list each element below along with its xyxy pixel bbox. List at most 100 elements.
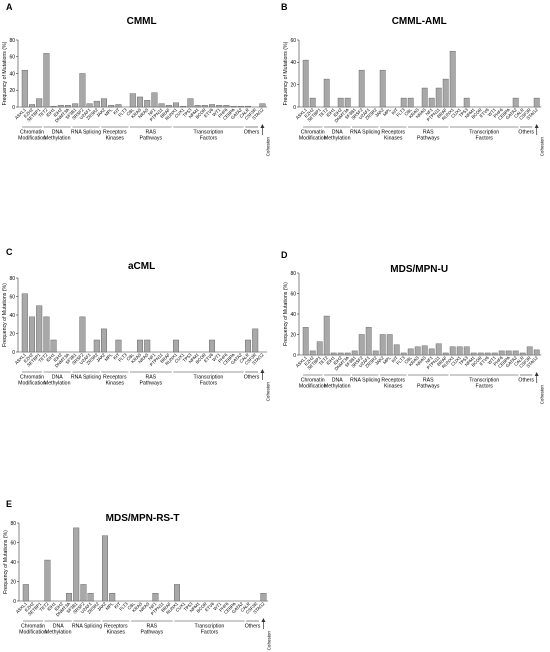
panel-a-title: CMML	[127, 16, 157, 27]
panel-b-cohesion-arrowhead	[534, 124, 539, 128]
panel-b-bar-srsf2	[358, 69, 365, 108]
panel-a-bar-calr	[244, 105, 251, 108]
panel-a-gene-label: MPL	[103, 107, 113, 117]
panel-b-bar-nf1	[428, 97, 435, 108]
panel-c-bar-srsf2	[79, 316, 86, 353]
panel-d-group-label: RNA Splicing	[350, 378, 380, 384]
panel-b-bar-cbl	[407, 97, 414, 108]
panel-c-gene-label: ETV6	[203, 352, 215, 364]
panel-c-bar-tet2	[43, 316, 50, 353]
panel-a-bar-idh1	[50, 105, 57, 108]
panel-b-gene-label: EZH2	[303, 107, 315, 119]
panel-d-bar-ezh2	[309, 350, 316, 356]
panel-c-bar-setbp1	[36, 305, 43, 353]
panel-c-gene-label: CALR	[238, 352, 250, 364]
panel-e-bar-mpl	[109, 592, 116, 602]
panel-d-bar-idh1	[330, 352, 337, 356]
panel-c-cohesion-arrowhead	[260, 369, 265, 373]
panel-b-bar-tp53	[463, 97, 470, 108]
panel-d-group-label: Transcription Factors	[469, 378, 499, 390]
panel-c-gene-label: PHF6	[217, 352, 229, 364]
panel-d-gene-label: KIT	[391, 355, 400, 364]
panel-c-gene-label: WT1	[211, 352, 221, 362]
panel-c-group-label: RNA Splicing	[71, 375, 101, 381]
panel-b-bar-braf	[442, 78, 449, 108]
panel-a-gene-label: ETV6	[203, 107, 215, 119]
panel-d-bar-runx1	[449, 346, 456, 356]
panel-b-group-label: RNA Splicing	[350, 130, 380, 136]
panel-d-group-label: RAS Pathways	[417, 378, 440, 390]
panel-e-gene-label: CALR	[239, 601, 251, 613]
panel-d-bar-cux1	[456, 346, 463, 356]
panel-d-gene-label: ETV6	[479, 355, 491, 367]
panel-c-bar-nras	[144, 339, 151, 353]
panel-b-letter: B	[281, 2, 288, 12]
panel-c-bar-ezh2	[29, 316, 36, 353]
chart-panel-e: E MDS/MPN-RS-T Frequency of Mutations (%) 0…	[3, 499, 271, 650]
panel-e-gene-label: TET2	[38, 601, 50, 613]
panel-b-y-tick-label: 20	[290, 82, 296, 88]
panel-d-gene-label: WT1	[487, 355, 497, 365]
panel-c-bar-asxl1	[21, 293, 28, 353]
panel-b-gene-label: CBL	[403, 107, 413, 117]
panel-a-bar-idh2	[57, 105, 64, 108]
panel-e-gene-label: CBL	[126, 601, 136, 611]
panel-d-bar-setbp1	[316, 341, 323, 356]
panel-d-bar-cebpa	[505, 350, 512, 356]
panel-a-bar-ptpn11	[158, 103, 165, 108]
panel-a-bar-cbl	[129, 93, 136, 108]
panel-a-group-label: Others	[244, 130, 260, 136]
panel-a-gene-label: KIT	[112, 107, 121, 116]
panel-e-gene-label: JAK2	[96, 601, 107, 612]
panel-a-y-tick-label: 40	[9, 71, 15, 77]
panel-c-bar-idh1	[50, 339, 57, 353]
panel-b-bar-nras	[421, 87, 428, 108]
panel-a-gene-label: CALR	[238, 107, 250, 119]
panel-b-group-label: DNA Methylation	[324, 130, 351, 142]
panel-b-bar-ptpn11	[435, 87, 442, 108]
panel-e-gene-label: TP53	[183, 601, 194, 612]
panel-a-group-label: DNA Methylation	[44, 130, 71, 142]
panel-c-gene-label: MPL	[103, 352, 113, 362]
panel-c-bar-etv6	[208, 339, 215, 353]
panel-e-gene-label: FLT3	[118, 601, 129, 612]
panel-e-gene-label: EZH2	[24, 601, 36, 613]
panel-a-bar-zrsr2	[93, 100, 100, 108]
panel-d-bar-jak2	[379, 334, 386, 356]
panel-a-bar-kit	[115, 104, 122, 108]
panel-c-gene-label: NF1	[147, 352, 157, 362]
panel-e-gene-label: PHF6	[218, 601, 230, 613]
panel-c-group-label: Transcription Factors	[194, 375, 224, 387]
panel-b-gene-label: NF1	[425, 107, 435, 117]
panel-e-title: MDS/MPN-RS-T	[106, 513, 180, 524]
panel-c-y-tick-label: 60	[9, 294, 15, 300]
panel-a-ylabel: Frequency of Mutations (%)	[2, 41, 8, 105]
panel-e-y-tick-label: 0	[13, 599, 16, 605]
panel-d-bar-wt1	[491, 352, 498, 356]
panel-b-gene-label: CALR	[513, 107, 525, 119]
panel-a-group-label: RNA Splicing	[71, 130, 101, 136]
panel-a-bar-npm1	[194, 105, 201, 108]
panel-a-gene-label: TET2	[37, 107, 49, 119]
panel-a-y-tick-label: 80	[9, 38, 15, 44]
panel-e-y-tick-label: 20	[10, 579, 16, 585]
panel-b-bar-jak2	[379, 69, 386, 108]
panel-a-bar-etv6	[208, 104, 215, 108]
panel-b-bar-runx1	[449, 50, 456, 108]
panel-c-gene-label: IDH2	[52, 352, 63, 363]
panel-a-gene-label: EZH2	[23, 107, 35, 119]
panel-e-cohesion-label: Cohesion	[266, 631, 271, 651]
panel-c-group-label: Receptors Kinases	[103, 375, 127, 387]
panel-d-gene-label: TP53	[458, 355, 469, 366]
panel-e-gene-label: NF1	[148, 601, 158, 611]
panel-c-group-label: Chromatin Modification	[18, 375, 46, 387]
panel-a-bar-phf6	[223, 105, 230, 108]
panel-b-gene-label: KIT	[391, 107, 400, 116]
panel-c-ylabel: Frequency of Mutations (%)	[2, 283, 8, 347]
panel-d-bar-flt3	[400, 352, 407, 356]
panel-b-bar-tet2	[323, 78, 330, 108]
panel-c-group-label: DNA Methylation	[44, 375, 71, 387]
panel-d-bar-gata2	[512, 350, 519, 356]
panel-d-letter: D	[281, 250, 288, 260]
